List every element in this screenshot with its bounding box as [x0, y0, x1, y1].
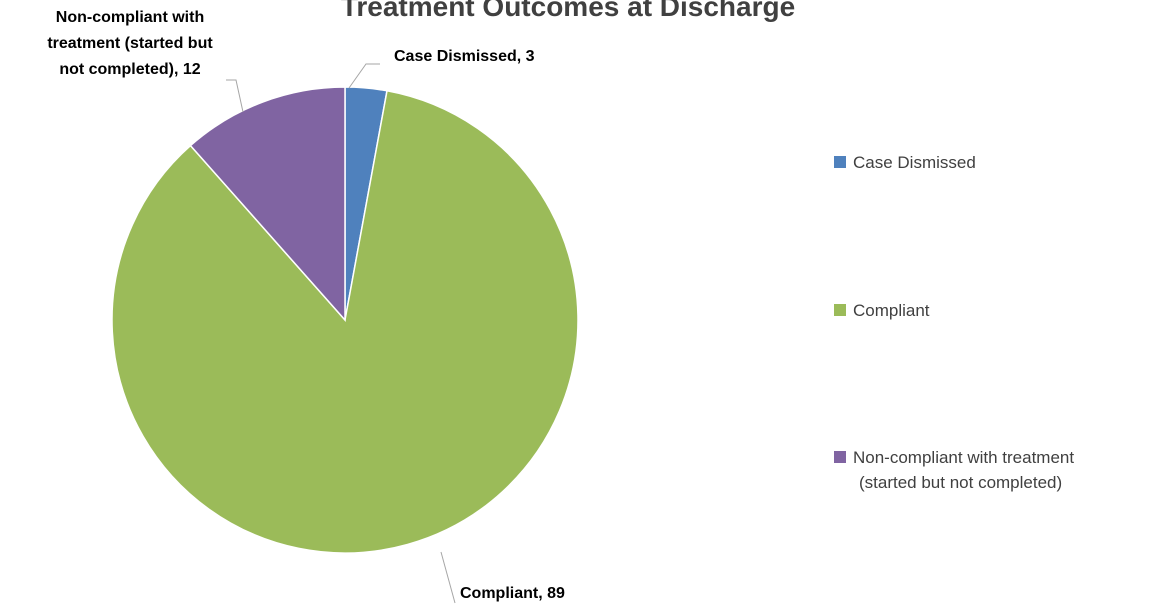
legend-swatch-non-compliant-with-treatment-started-but-not-completed: [834, 451, 846, 463]
legend-swatch-compliant: [834, 304, 846, 316]
legend: Case Dismissed Compliant Non-compliant wit…: [834, 153, 1074, 492]
legend-label-case-dismissed: Case Dismissed: [853, 153, 976, 172]
leader-line-compliant: [440, 551, 456, 604]
data-label-case-dismissed: Case Dismissed, 3: [394, 48, 535, 65]
data-label-non-compliant-with-treatment-started-but-not-completed-line-2: treatment (started but: [47, 35, 213, 52]
legend-label-non-compliant-with-treatment-started-but-not-completed-line-2: (started but not completed): [859, 473, 1062, 492]
leader-lines: [226, 63, 456, 604]
data-label-non-compliant-with-treatment-started-but-not-completed-line-3: not completed), 12: [59, 61, 200, 78]
leader-line-non-compliant-with-treatment-started-but-not-completed: [226, 79, 244, 113]
legend-swatch-case-dismissed: [834, 156, 846, 168]
data-labels: Case Dismissed, 3 Compliant, 89 Non-compli…: [47, 9, 565, 602]
data-label-non-compliant-with-treatment-started-but-not-completed-line-1: Non-compliant with: [56, 9, 204, 26]
legend-label-compliant: Compliant: [853, 301, 930, 320]
legend-label-non-compliant-with-treatment-started-but-not-completed-line-1: Non-compliant with treatment: [853, 448, 1074, 467]
chart-title: Treatment Outcomes at Discharge: [341, 0, 795, 22]
data-label-compliant: Compliant, 89: [460, 585, 565, 602]
pie-slice-non-compliant-with-treatment-started-but-not-completed: [189, 86, 346, 322]
pie-slices: [111, 86, 579, 554]
leader-line-case-dismissed: [348, 63, 380, 89]
pie-slice-compliant: [111, 89, 579, 554]
